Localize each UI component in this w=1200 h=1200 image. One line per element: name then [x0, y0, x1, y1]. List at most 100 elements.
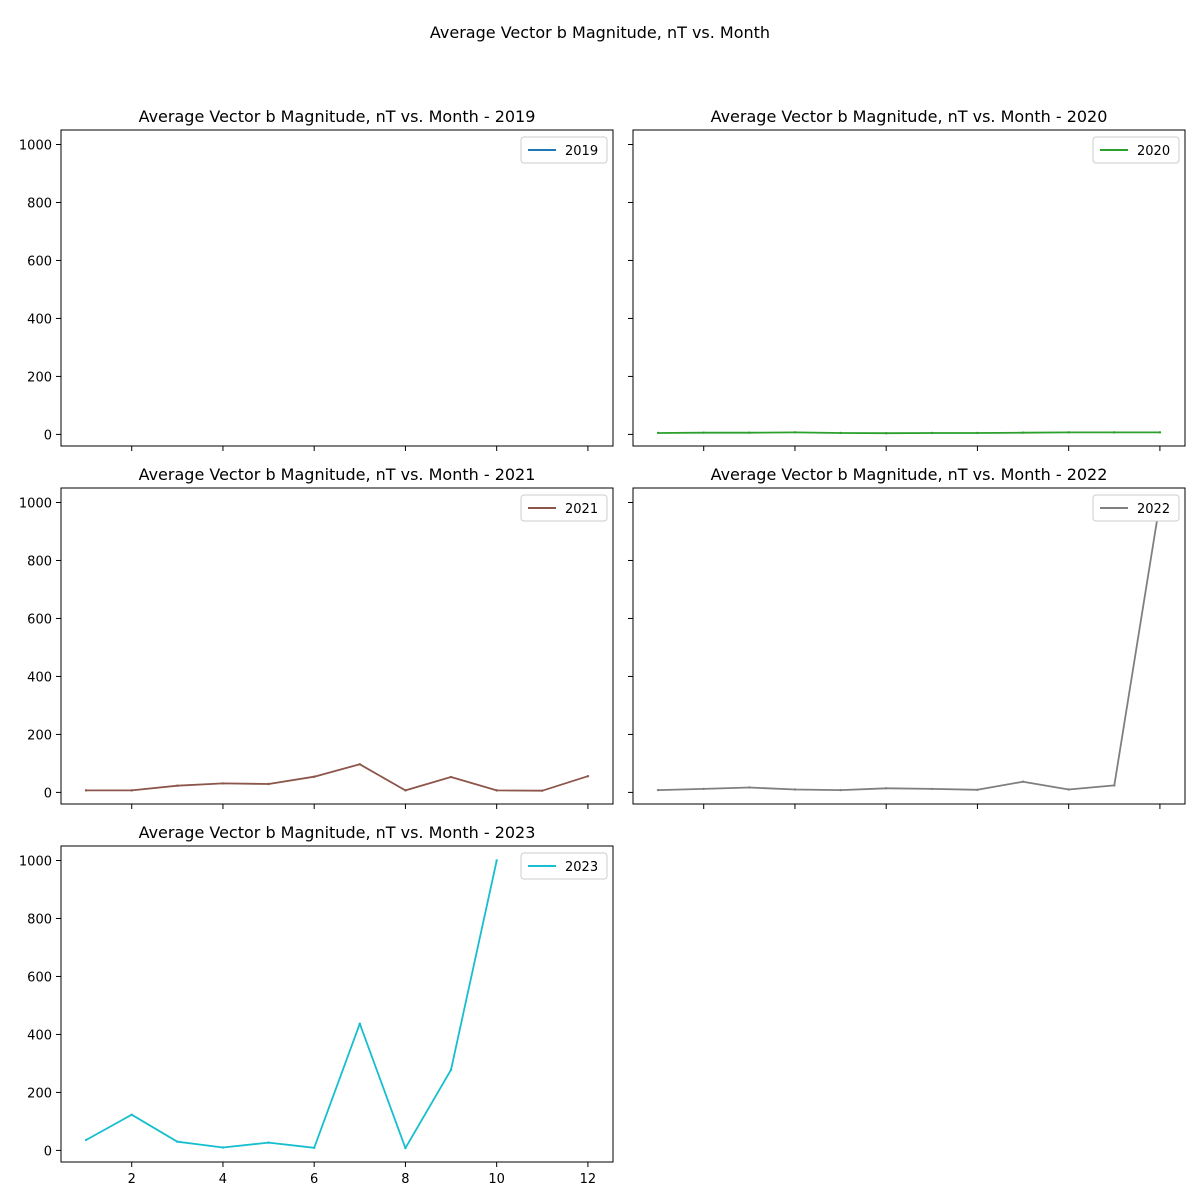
y-tick-label: 800 — [27, 912, 52, 927]
data-point — [748, 431, 751, 434]
legend-box — [520, 494, 608, 522]
figure-suptitle: Average Vector b Magnitude, nT vs. Month — [430, 23, 770, 42]
y-tick-label: 400 — [27, 1028, 52, 1043]
legend: 2021 — [520, 494, 608, 522]
subplot-title: Average Vector b Magnitude, nT vs. Month… — [139, 823, 536, 842]
data-point — [267, 1141, 270, 1144]
data-point — [748, 786, 751, 789]
data-point — [312, 775, 316, 778]
plot-area — [60, 487, 614, 805]
legend-label: 2020 — [1137, 144, 1170, 159]
data-point — [84, 789, 88, 792]
data-point — [656, 431, 660, 435]
y-tick-label: 400 — [27, 312, 52, 327]
legend: 2019 — [520, 136, 608, 164]
data-point — [495, 859, 498, 862]
legend-label: 2023 — [565, 860, 598, 875]
data-point — [130, 789, 133, 792]
x-tick-label: 8 — [401, 1172, 409, 1187]
subplot-2: Average Vector b Magnitude, nT vs. Month… — [628, 107, 1186, 451]
y-tick-label: 800 — [27, 554, 52, 569]
data-point — [404, 789, 407, 792]
x-tick-label: 2 — [128, 1172, 136, 1187]
legend: 2020 — [1092, 136, 1180, 164]
x-tick-label: 6 — [310, 1172, 318, 1187]
y-tick-label: 200 — [27, 370, 52, 385]
subplot-title: Average Vector b Magnitude, nT vs. Month… — [711, 107, 1108, 126]
data-point — [586, 774, 590, 778]
data-point — [541, 789, 544, 792]
data-point — [1067, 431, 1070, 434]
legend-label: 2019 — [565, 144, 598, 159]
y-tick-label: 600 — [27, 612, 52, 627]
plot-area — [60, 845, 614, 1163]
data-point — [130, 1113, 133, 1116]
legend-label: 2022 — [1137, 502, 1170, 517]
y-tick-label: 1000 — [19, 854, 52, 869]
data-point — [312, 1146, 316, 1149]
data-point — [404, 1146, 407, 1150]
y-tick-label: 1000 — [19, 496, 52, 511]
legend-label: 2021 — [565, 502, 598, 517]
series-line-2021 — [86, 763, 589, 792]
data-point — [1158, 431, 1162, 434]
data-point — [930, 787, 934, 791]
data-point — [358, 1022, 362, 1025]
x-tick-label: 10 — [488, 1172, 505, 1187]
data-point — [358, 763, 362, 766]
subplot-title: Average Vector b Magnitude, nT vs. Month… — [711, 465, 1108, 484]
data-point — [702, 787, 705, 791]
data-point — [1113, 784, 1116, 787]
series-line-2020 — [658, 431, 1160, 435]
y-tick-label: 0 — [44, 428, 52, 443]
data-point — [495, 789, 498, 792]
subplot-1: Average Vector b Magnitude, nT vs. Month… — [19, 107, 614, 451]
data-point — [84, 1138, 88, 1142]
plot-area — [60, 129, 614, 447]
data-point — [221, 782, 225, 785]
y-tick-label: 400 — [27, 670, 52, 685]
y-tick-label: 600 — [27, 254, 52, 269]
y-tick-label: 800 — [27, 196, 52, 211]
subplot-5: Average Vector b Magnitude, nT vs. Month… — [19, 823, 614, 1187]
data-point — [1021, 431, 1025, 434]
y-tick-label: 0 — [44, 1144, 52, 1159]
legend: 2022 — [1092, 494, 1180, 522]
legend-box — [1092, 136, 1180, 164]
legend-box — [1092, 494, 1180, 522]
subplot-title: Average Vector b Magnitude, nT vs. Month… — [139, 465, 536, 484]
x-tick-label: 4 — [219, 1172, 227, 1187]
subplot-4: Average Vector b Magnitude, nT vs. Month… — [628, 465, 1186, 809]
data-point — [839, 788, 842, 792]
legend: 2023 — [520, 852, 608, 880]
data-point — [976, 431, 979, 435]
data-point — [884, 787, 888, 790]
data-point — [267, 782, 270, 786]
y-tick-label: 0 — [44, 786, 52, 801]
plot-area — [632, 129, 1186, 447]
data-point — [702, 431, 705, 434]
data-point — [1113, 431, 1116, 434]
legend-box — [520, 852, 608, 880]
data-point — [1067, 788, 1070, 791]
data-point — [1021, 780, 1025, 783]
data-point — [839, 431, 842, 435]
data-point — [449, 775, 453, 779]
data-point — [930, 431, 934, 435]
data-point — [221, 1146, 225, 1149]
data-point — [976, 788, 979, 791]
data-point — [793, 431, 797, 434]
data-point — [656, 788, 660, 792]
y-tick-label: 1000 — [19, 138, 52, 153]
data-point — [176, 1140, 179, 1143]
data-point — [884, 432, 888, 435]
y-tick-label: 600 — [27, 970, 52, 985]
legend-box — [520, 136, 608, 164]
y-tick-label: 200 — [27, 728, 52, 743]
series-line-2022 — [658, 502, 1161, 791]
y-tick-label: 200 — [27, 1086, 52, 1101]
series-line-2023 — [85, 860, 498, 1149]
plot-area — [632, 487, 1186, 805]
data-point — [793, 788, 797, 791]
